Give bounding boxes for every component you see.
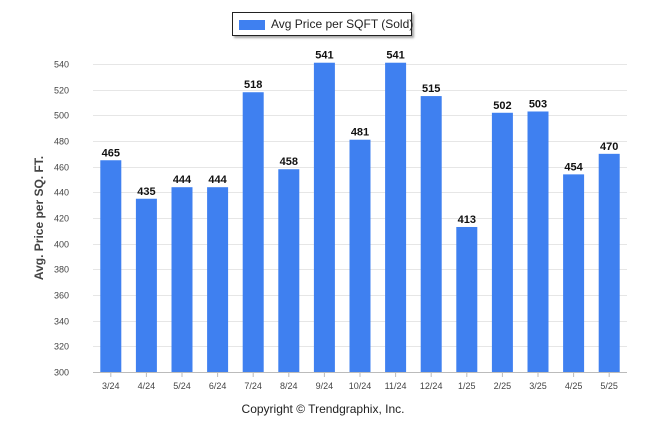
- data-label: 502: [493, 100, 511, 112]
- labels-layer: 465 435 444 444 518 458 541 481 541 515 413 502 503 4…: [102, 50, 619, 226]
- y-tick-label: 360: [54, 291, 69, 301]
- x-tick-label: 5/24: [173, 381, 191, 391]
- data-label: 541: [315, 50, 333, 62]
- bar: [135, 198, 157, 372]
- data-label: 444: [173, 174, 192, 186]
- bar: [313, 62, 335, 372]
- data-label: 503: [529, 98, 547, 110]
- bar: [420, 96, 442, 372]
- x-tick-label: 7/24: [244, 381, 262, 391]
- y-tick-label: 520: [54, 86, 69, 96]
- data-label: 481: [351, 127, 369, 139]
- y-tick-label: 500: [54, 111, 69, 121]
- y-tick-label: 380: [54, 265, 69, 275]
- bar: [349, 139, 371, 372]
- data-label: 518: [244, 79, 262, 91]
- data-label: 515: [422, 83, 440, 95]
- x-tick-label: 3/25: [529, 381, 547, 391]
- data-label: 541: [386, 50, 404, 62]
- data-label: 444: [208, 174, 227, 186]
- x-tick-label: 6/24: [209, 381, 227, 391]
- bar: [385, 62, 407, 372]
- bar: [456, 226, 478, 372]
- bar: [278, 169, 300, 372]
- y-tick-label: 400: [54, 240, 69, 250]
- y-tick-label: 460: [54, 163, 69, 173]
- x-tick-label: 8/24: [280, 381, 298, 391]
- x-tick-label: 3/24: [102, 381, 120, 391]
- legend-label: Avg Price per SQFT (Sold): [271, 17, 414, 31]
- x-tick-label: 4/24: [138, 381, 156, 391]
- y-tick-label: 480: [54, 137, 69, 147]
- x-tick-label: 4/25: [565, 381, 583, 391]
- bar: [527, 111, 549, 372]
- bar: [598, 153, 620, 372]
- data-label: 454: [564, 161, 583, 173]
- legend-swatch: [239, 20, 265, 30]
- data-label: 458: [280, 156, 298, 168]
- data-label: 465: [102, 147, 120, 159]
- x-tick-label: 1/25: [458, 381, 476, 391]
- y-tick-label: 320: [54, 342, 69, 352]
- x-tick-label: 10/24: [349, 381, 372, 391]
- chart-legend: Avg Price per SQFT (Sold): [232, 12, 414, 36]
- y-tick-label: 340: [54, 317, 69, 327]
- axis-layer: 300 320 340 360 380 400 420 440 460 480 500 520 540 A…: [32, 60, 627, 391]
- copyright-text: Copyright © Trendgraphix, Inc.: [241, 402, 405, 416]
- bar: [207, 187, 229, 372]
- x-tick-label: 2/25: [494, 381, 512, 391]
- y-tick-label: 420: [54, 214, 69, 224]
- y-axis-title: Avg. Price per SQ. FT.: [32, 156, 46, 280]
- x-tick-label: 5/25: [600, 381, 618, 391]
- bar: [171, 187, 193, 372]
- data-label: 470: [600, 141, 618, 153]
- y-tick-label: 540: [54, 60, 69, 70]
- bar: [100, 160, 122, 372]
- data-label: 413: [458, 214, 476, 226]
- bar: [563, 174, 585, 372]
- bar: [491, 112, 513, 373]
- x-tick-label: 11/24: [385, 381, 407, 391]
- x-tick-label: 12/24: [420, 381, 443, 391]
- y-tick-label: 440: [54, 188, 69, 198]
- y-tick-label: 300: [54, 368, 69, 378]
- data-label: 435: [137, 186, 155, 198]
- bars-layer: [100, 62, 620, 373]
- x-tick-label: 9/24: [316, 381, 334, 391]
- bar: [242, 92, 264, 372]
